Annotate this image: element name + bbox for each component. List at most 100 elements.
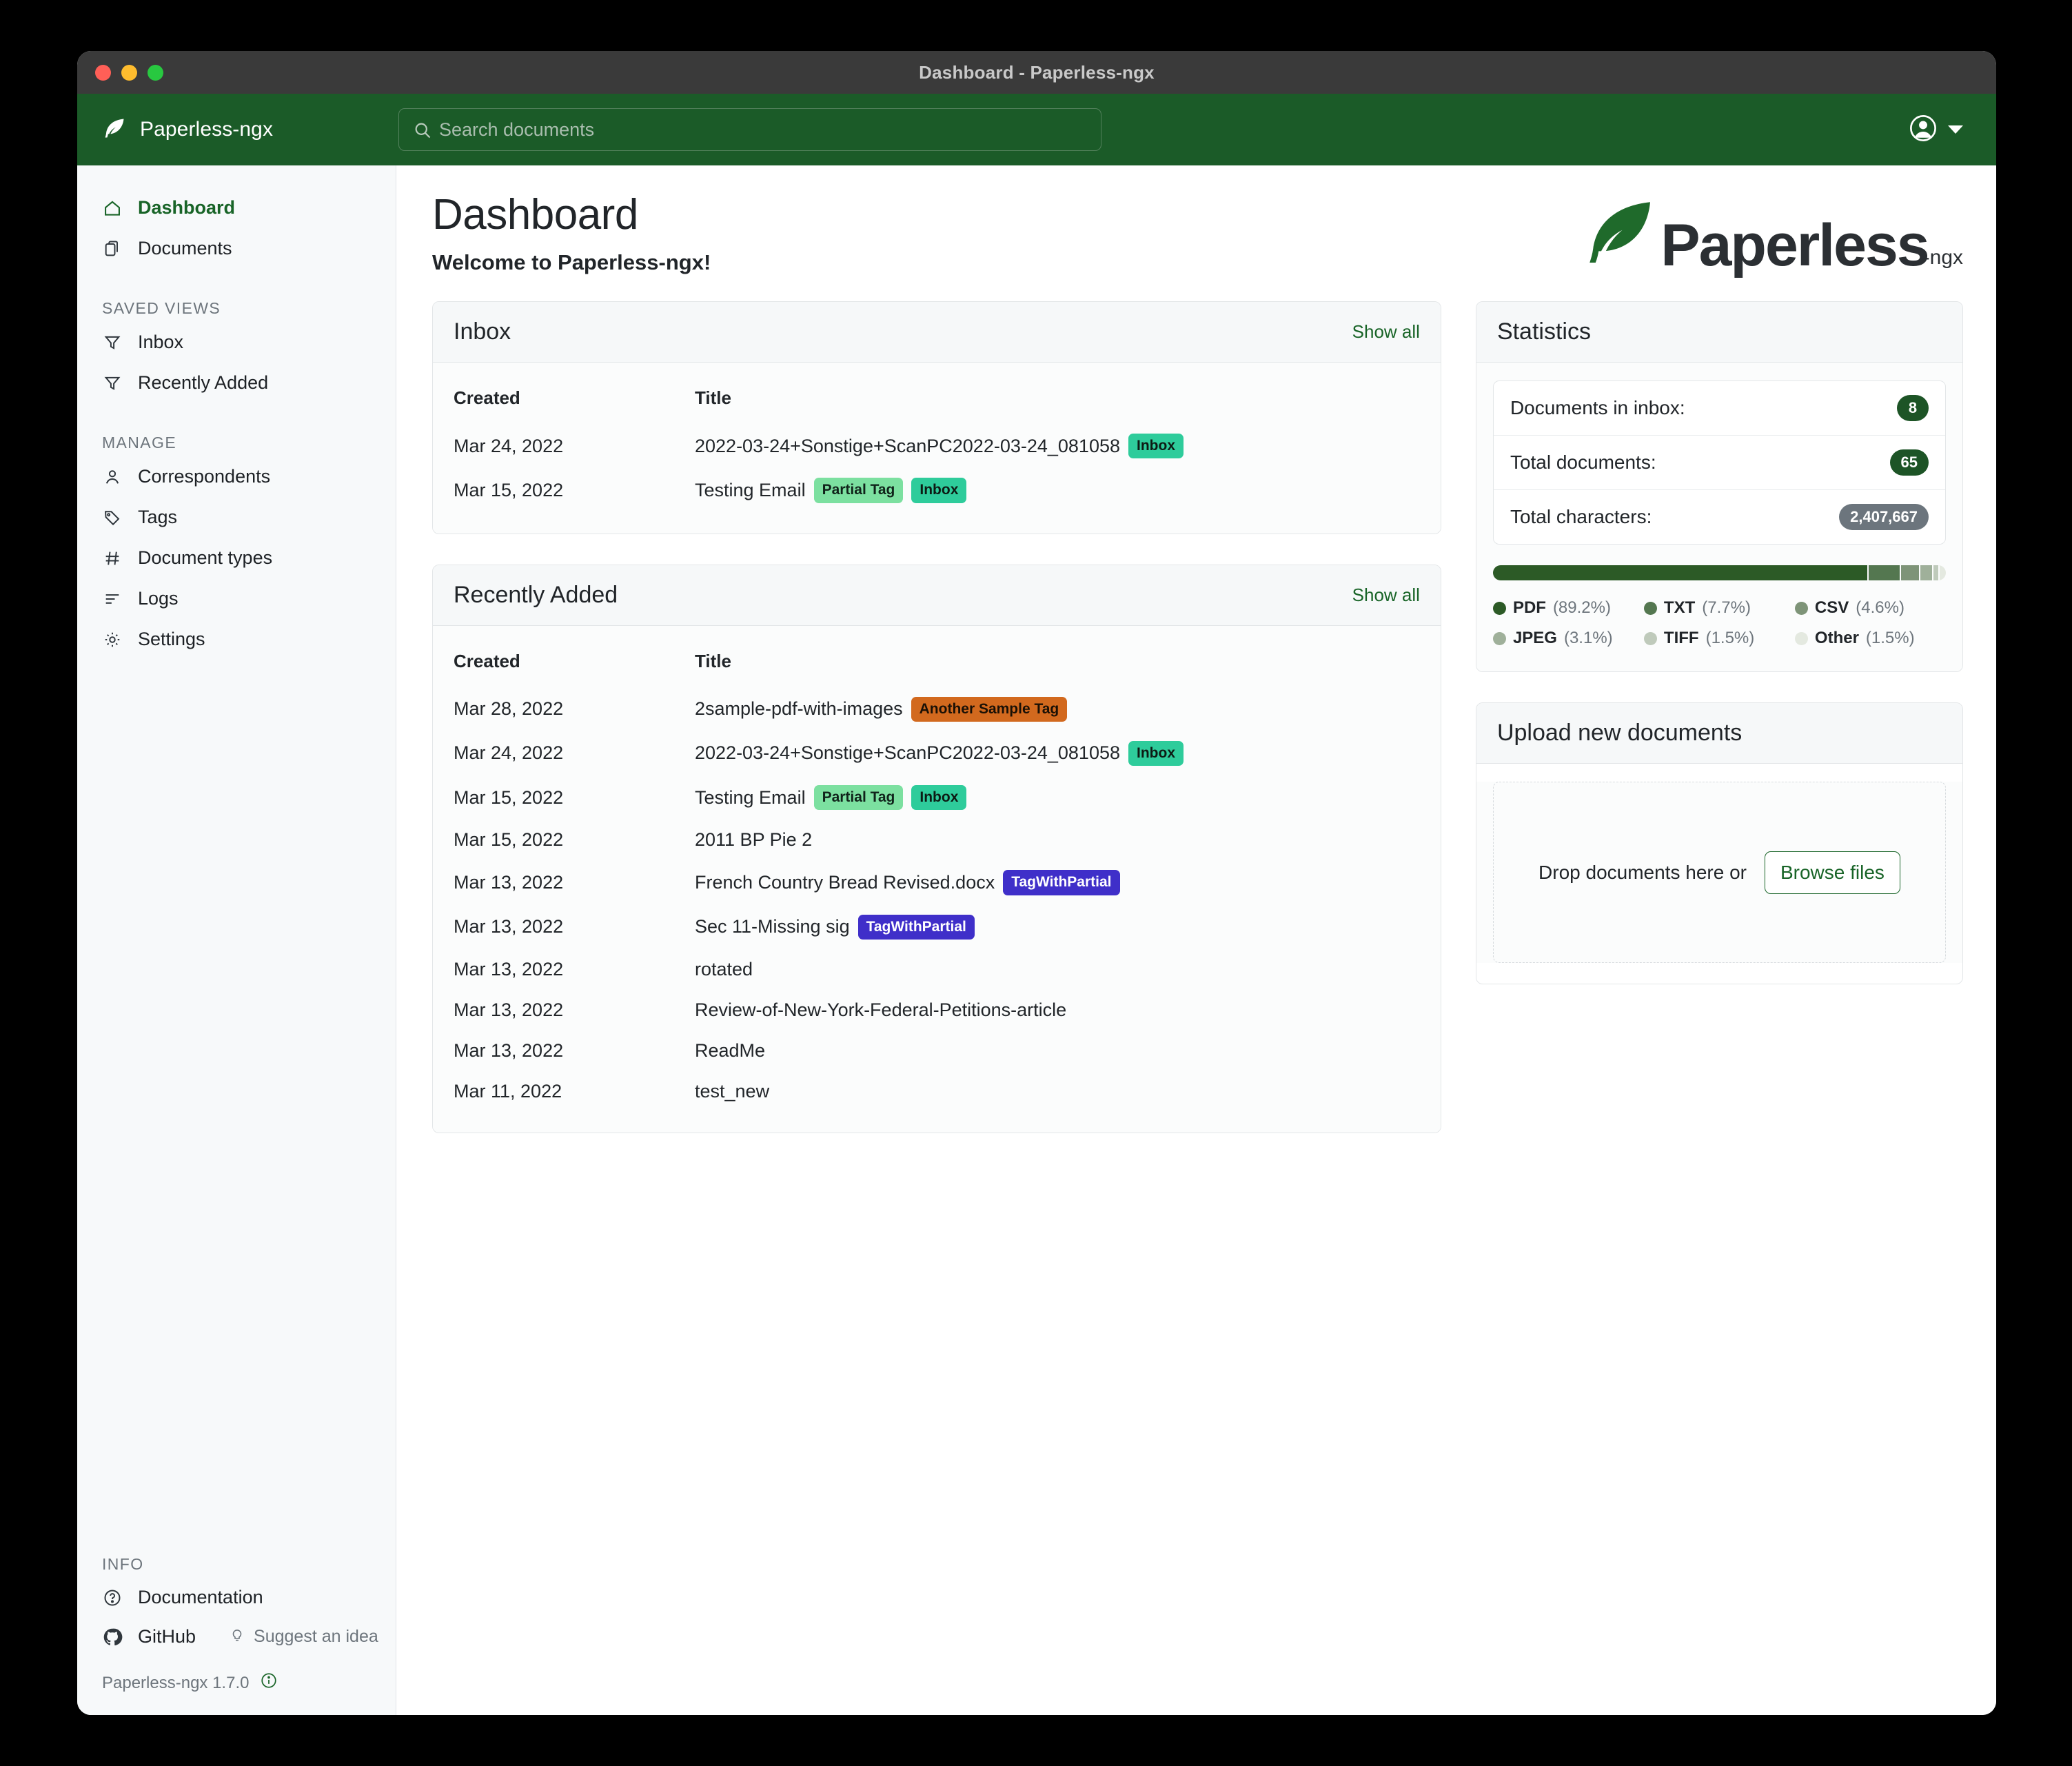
recently-added-card: Recently Added Show all Created Title [432,564,1441,1133]
document-title[interactable]: 2022-03-24+Sonstige+ScanPC2022-03-24_081… [695,435,1120,456]
sidebar-item-settings[interactable]: Settings [77,619,396,660]
table-row[interactable]: Mar 13, 2022 French Country Bread Revised… [454,860,1420,904]
close-window-button[interactable] [95,64,111,81]
documentation-link[interactable]: Documentation [77,1578,396,1617]
github-row[interactable]: GitHub Suggest an idea [77,1617,396,1656]
inbox-card-header: Inbox Show all [433,302,1441,363]
legend-color-dot [1643,601,1657,615]
document-title[interactable]: rotated [695,958,753,980]
sidebar-item-dashboard[interactable]: Dashboard [77,187,396,228]
title-cell: Review-of-New-York-Federal-Petitions-art… [695,999,1420,1021]
suggest-an-idea-link[interactable]: Suggest an idea [229,1626,378,1647]
account-menu[interactable] [1907,112,1963,148]
sidebar-item-logs[interactable]: Logs [77,578,396,619]
app-window: Dashboard - Paperless-ngx Paperless-ngx [77,51,1996,1715]
document-title[interactable]: ReadMe [695,1039,766,1061]
legend-percent: (7.7%) [1702,598,1751,617]
table-row[interactable]: Mar 15, 2022 2011 BP Pie 2 [454,820,1420,860]
recently-added-table: Created Title Mar 28, 2022 2sample-pdf-wi… [454,633,1420,1112]
sidebar-item-documents[interactable]: Documents [77,228,396,269]
cell-title: Sec 11-Missing sig TagWithPartial [695,905,1420,949]
brand[interactable]: Paperless-ngx [102,116,398,144]
sidebar-item-correspondents[interactable]: Correspondents [77,456,396,497]
document-title[interactable]: test_new [695,1080,770,1102]
legend-item: CSV (4.6%) [1794,598,1946,618]
suggest-label: Suggest an idea [254,1627,378,1646]
recently-added-card-header: Recently Added Show all [433,565,1441,626]
file-dropzone[interactable]: Drop documents here or Browse files [1492,782,1946,963]
cell-title: French Country Bread Revised.docx TagWith… [695,860,1420,904]
tag-badge[interactable]: Inbox [911,478,967,503]
table-row[interactable]: Mar 15, 2022 Testing Email Partial Tag Inbo… [454,775,1420,820]
cell-created: Mar 28, 2022 [454,698,564,720]
tag-badge[interactable]: Inbox [1128,434,1184,459]
window-title: Dashboard - Paperless-ngx [919,61,1155,83]
minimize-window-button[interactable] [121,64,137,81]
hash-icon [102,548,123,569]
recently-added-card-body: Created Title Mar 28, 2022 2sample-pdf-wi… [433,625,1441,1133]
tag-badge[interactable]: Partial Tag [813,785,904,811]
tag-icon [102,507,123,528]
inbox-show-all-link[interactable]: Show all [1352,321,1420,342]
search-icon [413,121,432,143]
cell-created: Mar 15, 2022 [454,829,564,851]
info-circle-icon[interactable] [260,1672,278,1694]
chevron-down-icon[interactable] [1948,125,1963,134]
cell-title: rotated [695,949,1420,990]
github-label: GitHub [138,1626,196,1647]
document-title[interactable]: Testing Email [695,786,806,808]
file-type-bar-segment [1920,565,1933,580]
filter-icon [102,332,123,353]
cell-title: test_new [695,1071,1420,1112]
person-icon [102,467,123,487]
recently-added-show-all-link[interactable]: Show all [1352,584,1420,605]
tag-badge[interactable]: Another Sample Tag [911,696,1068,722]
tag-badge[interactable]: Inbox [1128,740,1184,766]
sidebar-section-saved-views: SAVED VIEWS [102,299,221,317]
table-row[interactable]: Mar 24, 2022 2022-03-24+Sonstige+ScanPC20… [454,424,1420,468]
browse-files-button[interactable]: Browse files [1764,851,1900,894]
title-cell: French Country Bread Revised.docx TagWith… [695,870,1420,895]
sidebar-item-document-types[interactable]: Document types [77,538,396,578]
sidebar-item-label: Tags [138,507,178,527]
table-row[interactable]: Mar 28, 2022 2sample-pdf-with-images Anoth… [454,687,1420,731]
legend-percent: (1.5%) [1865,629,1915,647]
app-header: Paperless-ngx [77,94,1996,165]
sidebar-item-recently-added[interactable]: Recently Added [77,363,396,403]
document-title[interactable]: French Country Bread Revised.docx [695,871,995,893]
table-row[interactable]: Mar 13, 2022 Review-of-New-York-Federal-P… [454,990,1420,1031]
sidebar-item-tags[interactable]: Tags [77,497,396,538]
document-title[interactable]: 2011 BP Pie 2 [695,829,813,851]
tag-badge[interactable]: Partial Tag [813,478,904,503]
document-title[interactable]: 2022-03-24+Sonstige+ScanPC2022-03-24_081… [695,742,1120,764]
sidebar-item-inbox[interactable]: Inbox [77,322,396,363]
user-circle-icon[interactable] [1907,112,1939,148]
document-title[interactable]: Review-of-New-York-Federal-Petitions-art… [695,999,1067,1020]
sidebar-item-label: Document types [138,547,273,568]
tag-badge[interactable]: Inbox [911,785,967,811]
document-title[interactable]: Testing Email [695,479,806,500]
title-cell: ReadMe [695,1040,1420,1062]
document-title[interactable]: 2sample-pdf-with-images [695,698,903,720]
tag-badge[interactable]: TagWithPartial [857,914,975,940]
table-row[interactable]: Mar 24, 2022 2022-03-24+Sonstige+ScanPC20… [454,731,1420,775]
title-cell: rotated [695,959,1420,980]
documentation-label: Documentation [138,1587,263,1607]
cell-created: Mar 24, 2022 [454,742,564,764]
tag-badge[interactable]: TagWithPartial [1003,870,1120,895]
table-row[interactable]: Mar 15, 2022 Testing Email Partial Tag Inbo… [454,468,1420,512]
table-row[interactable]: Mar 13, 2022 Sec 11-Missing sig TagWithPar… [454,905,1420,949]
table-row[interactable]: Mar 11, 2022 test_new [454,1071,1420,1112]
table-row[interactable]: Mar 13, 2022 rotated [454,949,1420,990]
file-type-bar-segment [1939,565,1946,580]
search-box[interactable] [398,108,1101,151]
filter-icon [102,373,123,394]
right-column: Statistics Documents in inbox: 8 Total doc… [1475,301,1963,1015]
search-input[interactable] [439,119,1055,141]
legend-label: CSV [1814,598,1849,617]
legend-item: TIFF (1.5%) [1643,629,1795,648]
table-row[interactable]: Mar 13, 2022 ReadMe [454,1031,1420,1071]
document-title[interactable]: Sec 11-Missing sig [695,916,850,937]
maximize-window-button[interactable] [148,64,163,81]
sidebar-item-label: Dashboard [138,197,236,218]
